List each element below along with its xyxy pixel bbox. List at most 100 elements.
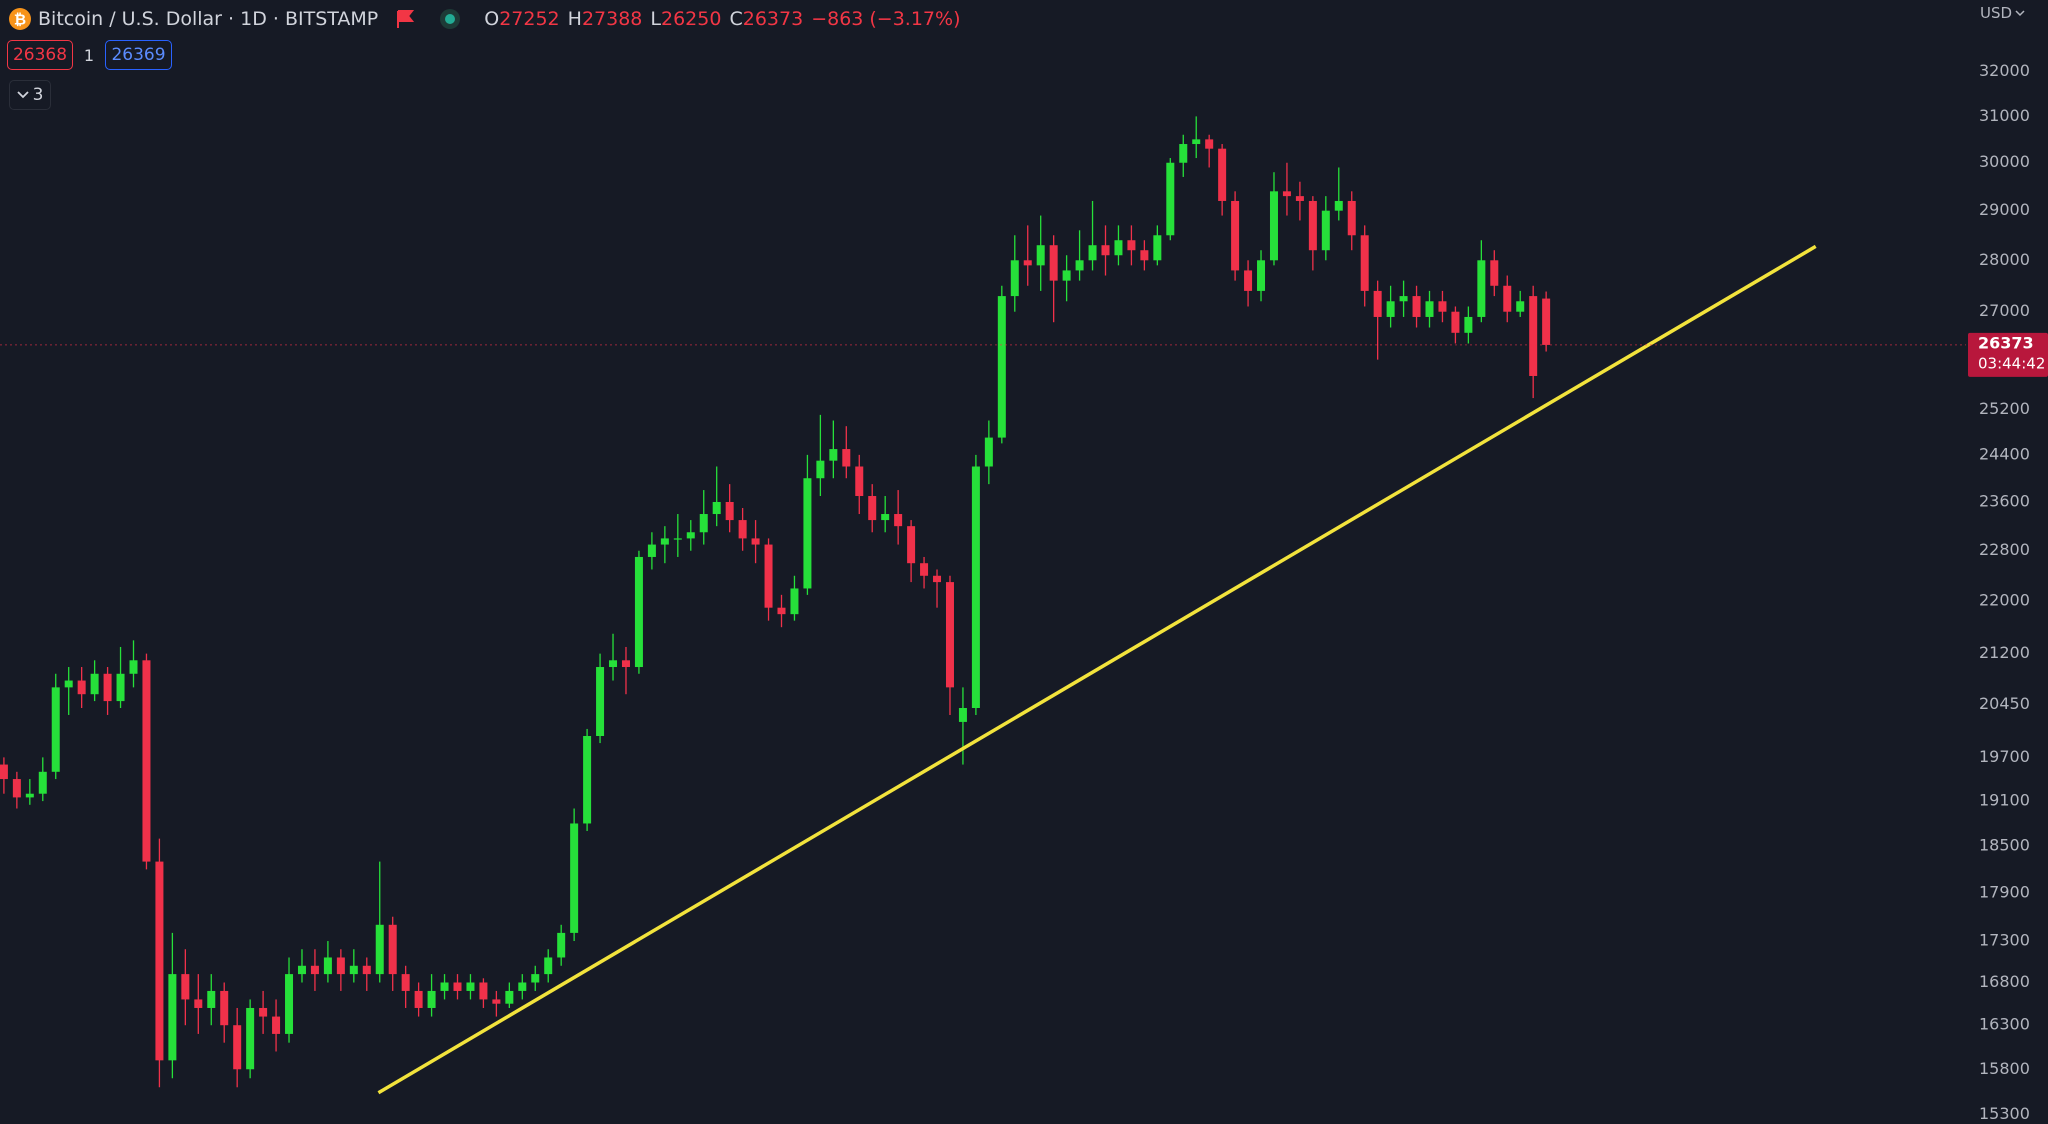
close-value: 26373 xyxy=(742,8,804,30)
candle-body xyxy=(1425,301,1434,317)
candle-body xyxy=(647,544,656,557)
y-tick-label: 29000 xyxy=(1979,200,2030,219)
flag-icon[interactable] xyxy=(394,8,416,30)
indicators-toggle[interactable]: 3 xyxy=(9,80,51,110)
high-label: H xyxy=(567,8,582,30)
candle-body xyxy=(1451,311,1460,333)
candle-body xyxy=(246,1007,255,1070)
candle-body xyxy=(673,538,682,540)
y-tick-label: 19100 xyxy=(1979,791,2030,810)
candle-body xyxy=(388,924,397,975)
candle-body xyxy=(414,990,423,1008)
candle-body xyxy=(920,563,929,576)
candle-body xyxy=(855,466,864,497)
candle-body xyxy=(1166,162,1175,236)
candle-body xyxy=(945,582,954,688)
candle-body xyxy=(1334,200,1343,211)
candle-body xyxy=(971,466,980,709)
candle-body xyxy=(272,1016,281,1034)
candle-body xyxy=(764,544,773,608)
candle-body xyxy=(1101,245,1110,256)
y-tick-label: 15300 xyxy=(1979,1104,2030,1123)
candle-body xyxy=(401,974,410,991)
candle-body xyxy=(933,575,942,583)
currency-selector[interactable]: USD xyxy=(1980,4,2025,22)
candle-body xyxy=(375,924,384,975)
buy-button[interactable]: 26369 xyxy=(105,40,172,70)
sell-button[interactable]: 26368 xyxy=(7,40,73,70)
candle-body xyxy=(181,974,190,1000)
y-tick-label: 31000 xyxy=(1979,106,2030,125)
candle-body xyxy=(38,771,47,794)
candle-body xyxy=(997,296,1006,438)
low-label: L xyxy=(650,8,661,30)
candle-body xyxy=(777,607,786,615)
candle-body xyxy=(557,932,566,958)
candle-body xyxy=(1231,200,1240,271)
market-status-icon[interactable] xyxy=(438,7,462,31)
candle-body xyxy=(1114,240,1123,256)
candle-body xyxy=(1464,316,1473,333)
candle-body xyxy=(660,538,669,545)
indicators-count: 3 xyxy=(32,85,44,105)
countdown: 03:44:42 xyxy=(1978,354,2045,372)
candle-body xyxy=(958,708,967,722)
candle-body xyxy=(1062,270,1071,281)
y-tick-label: 27000 xyxy=(1979,301,2030,320)
y-tick-label: 25200 xyxy=(1979,399,2030,418)
candle-body xyxy=(1205,139,1214,149)
candle-body xyxy=(505,990,514,1004)
candle-body xyxy=(1516,301,1525,312)
candle-body xyxy=(596,667,605,736)
candle-body xyxy=(77,680,86,695)
candle-body xyxy=(1360,235,1369,291)
candle-body xyxy=(1244,270,1253,291)
candle-body xyxy=(1192,139,1201,145)
candle-body xyxy=(25,793,34,798)
candle-body xyxy=(583,735,592,824)
candle-body xyxy=(0,764,8,780)
candle-body xyxy=(1438,301,1447,312)
candle-body xyxy=(621,660,630,668)
candle-body xyxy=(609,660,618,668)
symbol-title[interactable]: Bitcoin / U.S. Dollar · 1D · BITSTAMP xyxy=(38,8,379,30)
close-label: C xyxy=(729,8,743,30)
candle-body xyxy=(1269,191,1278,261)
candle-body xyxy=(259,1007,268,1017)
change: −863 xyxy=(811,8,864,30)
candle-body xyxy=(1412,296,1421,317)
candle-body xyxy=(440,982,449,991)
trendline xyxy=(377,244,1817,1095)
candle-body xyxy=(907,526,916,564)
candle-body xyxy=(285,974,294,1034)
candle-body xyxy=(129,660,138,674)
open-label: O xyxy=(484,8,500,30)
candle-body xyxy=(1257,260,1266,291)
y-tick-label: 20450 xyxy=(1979,694,2030,713)
candle-body xyxy=(323,957,332,975)
candle-body xyxy=(738,520,747,539)
candle-body xyxy=(1049,245,1058,281)
candle-body xyxy=(90,673,99,695)
candle-body xyxy=(881,514,890,521)
currency: USD xyxy=(1980,4,2013,22)
low-value: 26250 xyxy=(661,8,722,30)
candle-body xyxy=(1218,148,1227,201)
chevron-icon xyxy=(16,91,29,99)
last-price-tag xyxy=(1968,332,2048,377)
candle-body xyxy=(686,532,695,539)
candle-body xyxy=(842,449,851,467)
y-tick-label: 19700 xyxy=(1979,747,2030,766)
candle-body xyxy=(1010,260,1019,297)
y-tick-label: 16300 xyxy=(1979,1015,2030,1034)
candle-body xyxy=(220,990,229,1026)
chevron-icon xyxy=(2015,10,2025,17)
candle-body xyxy=(1295,196,1304,201)
candle-body xyxy=(12,779,21,798)
candle-body xyxy=(116,673,125,702)
candle-body xyxy=(531,974,540,983)
change-percent: (−3.17%) xyxy=(869,8,961,30)
candle-body xyxy=(51,687,60,772)
